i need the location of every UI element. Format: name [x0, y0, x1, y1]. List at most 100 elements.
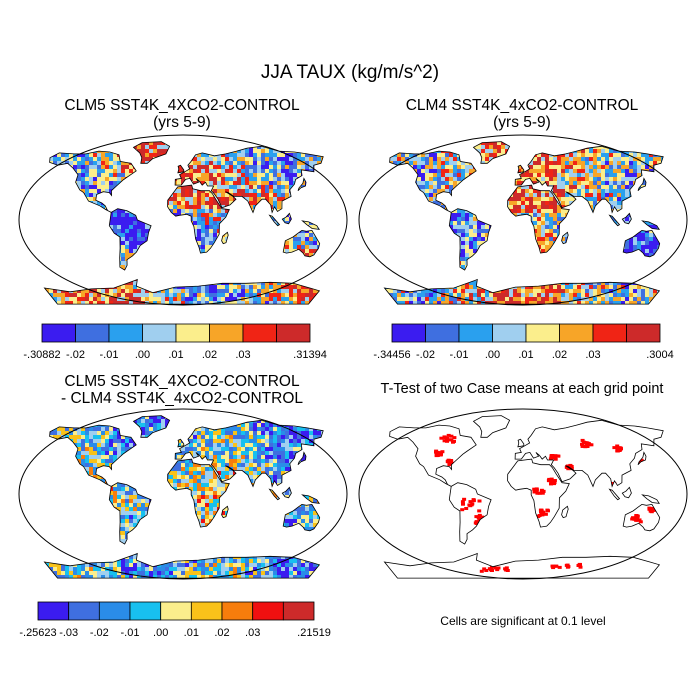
- map-cell: [305, 281, 309, 285]
- map-cell: [573, 185, 577, 189]
- map-cell: [313, 209, 317, 213]
- map-cell: [81, 209, 85, 213]
- map-cell: [161, 145, 165, 149]
- map-cell: [189, 169, 193, 173]
- map-cell: [445, 145, 449, 149]
- map-cell: [341, 169, 345, 173]
- map-cell: [669, 157, 673, 161]
- map-cell: [233, 237, 237, 241]
- map-cell: [145, 213, 149, 217]
- map-cell: [389, 141, 393, 145]
- map-cell: [345, 301, 349, 305]
- map-cell: [245, 217, 249, 221]
- map-cell: [245, 189, 249, 193]
- map-cell: [685, 161, 689, 165]
- map-cell: [405, 181, 409, 185]
- map-cell: [265, 133, 269, 137]
- map-cell: [121, 237, 125, 241]
- map-cell: [97, 137, 101, 141]
- map-cell: [685, 165, 689, 169]
- map-cell: [325, 225, 329, 229]
- map-cell: [681, 141, 685, 145]
- map-cell: [313, 293, 317, 297]
- map-cell: [317, 273, 321, 277]
- map-cell: [145, 201, 149, 205]
- map-cell: [609, 153, 613, 157]
- map-cell: [181, 177, 185, 181]
- map-cell: [241, 285, 245, 289]
- map-cell: [509, 161, 513, 165]
- map-cell: [209, 169, 213, 173]
- map-cell: [261, 201, 265, 205]
- map-cell: [673, 173, 677, 177]
- map-cell: [673, 181, 677, 185]
- map-cell: [37, 285, 41, 289]
- map-cell: [293, 245, 297, 249]
- map-cell: [273, 153, 277, 157]
- map-cell: [121, 253, 125, 257]
- map-cell: [125, 229, 129, 233]
- map-cell: [437, 153, 441, 157]
- map-cell: [237, 233, 241, 237]
- map-cell: [277, 241, 281, 245]
- map-cell: [49, 181, 53, 185]
- map-cell: [517, 193, 521, 197]
- map-cell: [341, 137, 345, 141]
- map-cell: [373, 177, 377, 181]
- map-cell: [289, 245, 293, 249]
- map-cell: [205, 237, 209, 241]
- map-cell: [357, 157, 361, 161]
- map-cell: [517, 141, 521, 145]
- map-cell: [321, 177, 324, 181]
- map-cell: [173, 205, 177, 209]
- map-cell: [121, 261, 125, 265]
- map-cell: [269, 165, 273, 169]
- map-cell: [85, 205, 89, 209]
- map-cell: [185, 141, 189, 145]
- map-cell: [117, 145, 121, 149]
- map-cell: [301, 153, 305, 157]
- map-cell: [109, 133, 113, 137]
- map-cell: [33, 249, 37, 253]
- map-cell: [361, 177, 365, 181]
- map-cell: [165, 137, 169, 141]
- map-cell: [245, 205, 249, 209]
- map-cell: [625, 193, 629, 197]
- map-cell: [89, 185, 93, 189]
- map-cell: [633, 133, 637, 137]
- map-cell: [605, 185, 609, 189]
- map-cell: [281, 305, 285, 307]
- map-cell: [417, 185, 421, 189]
- map-cell: [617, 153, 621, 157]
- map-cell: [189, 289, 193, 293]
- map-cell: [497, 153, 501, 157]
- map-cell: [637, 141, 641, 145]
- map-cell: [145, 233, 149, 237]
- map-cell: [233, 213, 237, 217]
- map-cell: [277, 161, 281, 165]
- map-cell: [237, 273, 241, 277]
- map-cell: [61, 149, 65, 153]
- map-cell: [165, 193, 169, 197]
- map-cell: [53, 221, 57, 225]
- map-cell: [469, 165, 473, 169]
- map-cell: [93, 201, 97, 205]
- map-cell: [33, 269, 37, 273]
- map-cell: [425, 169, 429, 173]
- map-cell: [509, 141, 513, 145]
- map-cell: [49, 273, 53, 277]
- map-cell: [297, 265, 301, 269]
- map-cell: [89, 293, 93, 297]
- map-cell: [341, 245, 345, 249]
- map-cell: [521, 173, 525, 177]
- map-cell: [409, 149, 413, 153]
- map-cell: [621, 169, 625, 173]
- map-cell: [301, 157, 305, 161]
- map-cell: [505, 145, 509, 149]
- map-cell: [81, 233, 85, 237]
- map-cell: [257, 157, 261, 161]
- coast-antarctica: [43, 278, 321, 305]
- map-cell: [85, 173, 89, 177]
- map-cell: [669, 173, 673, 177]
- map-cell: [465, 153, 469, 157]
